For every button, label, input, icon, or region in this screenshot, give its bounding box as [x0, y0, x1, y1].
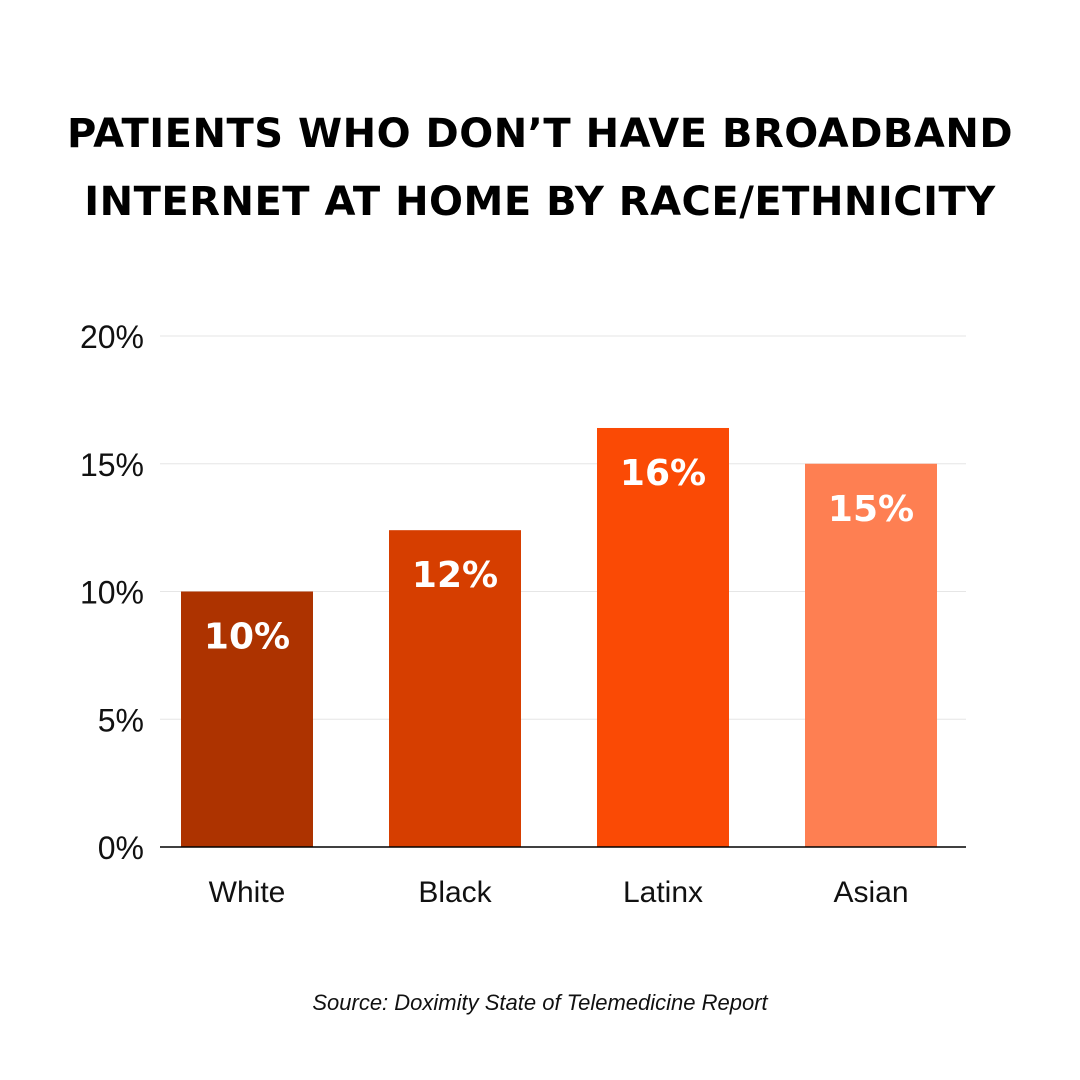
- y-tick-label: 15%: [80, 447, 144, 483]
- y-tick-label: 0%: [98, 830, 144, 866]
- data-label: 16%: [620, 453, 706, 494]
- bar-asian: [805, 463, 937, 847]
- y-tick-label: 10%: [80, 575, 144, 611]
- x-tick-label: Latinx: [623, 876, 703, 909]
- bars: [181, 427, 937, 847]
- source-note: Source: Doximity State of Telemedicine R…: [312, 990, 768, 1015]
- bar-latinx: [597, 427, 729, 847]
- chart-title: PATIENTS WHO DON’T HAVE BROADBAND INTERN…: [0, 100, 1080, 236]
- data-label: 12%: [412, 555, 498, 596]
- bar-black: [389, 530, 521, 847]
- y-axis-ticks: 0% 5% 10% 15% 20%: [80, 319, 144, 866]
- y-tick-label: 20%: [80, 319, 144, 355]
- data-label: 15%: [828, 489, 914, 530]
- data-label: 10%: [204, 617, 290, 658]
- x-tick-label: Black: [418, 876, 492, 909]
- x-axis-ticks: White Black Latinx Asian: [209, 876, 909, 909]
- bar-white: [181, 591, 313, 847]
- x-tick-label: White: [209, 876, 286, 909]
- x-tick-label: Asian: [833, 876, 908, 909]
- data-labels: 10% 12% 16% 15%: [204, 453, 914, 658]
- title-line-1: PATIENTS WHO DON’T HAVE BROADBAND: [66, 111, 1014, 157]
- title-line-2: INTERNET AT HOME BY RACE/ETHNICITY: [84, 179, 996, 225]
- y-tick-label: 5%: [98, 702, 144, 738]
